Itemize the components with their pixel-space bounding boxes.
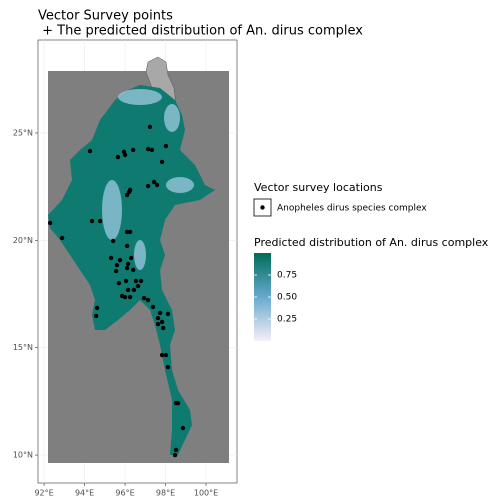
survey-point [145, 146, 151, 152]
light-patches [102, 89, 194, 270]
survey-point [155, 315, 161, 321]
survey-point [160, 325, 166, 331]
survey-point [147, 124, 153, 130]
survey-point [110, 238, 116, 244]
survey-point [149, 147, 155, 153]
y-tick-label: 15°N [13, 343, 33, 352]
legend-title: Vector survey locations [254, 181, 383, 194]
survey-point [130, 147, 136, 153]
survey-point [59, 235, 65, 241]
survey-point [122, 152, 128, 158]
x-tick-label: 96°E [115, 489, 134, 498]
y-tick-label: 25°N [13, 128, 33, 137]
survey-point [93, 313, 99, 319]
survey-point [155, 321, 161, 327]
survey-point [125, 261, 131, 267]
survey-point [145, 183, 151, 189]
colorbar-tick-label: 0.50 [277, 293, 297, 303]
survey-point [138, 278, 144, 284]
x-tick-label: 92°E [34, 489, 53, 498]
y-tick-label: 20°N [13, 236, 33, 245]
survey-point [141, 295, 147, 301]
survey-point [47, 220, 53, 226]
survey-point [159, 352, 165, 358]
survey-point [157, 310, 163, 316]
chart-subtitle: + The predicted distribution of An. diru… [38, 24, 363, 39]
y-tick-label: 10°N [13, 451, 33, 460]
chart-title: Vector Survey points [38, 9, 173, 24]
survey-point [151, 179, 157, 185]
survey-point [159, 159, 165, 165]
colorbar-tick-label: 0.25 [277, 315, 297, 325]
survey-point [135, 283, 141, 289]
survey-point [128, 255, 134, 261]
x-tick-label: 94°E [75, 489, 94, 498]
survey-point [114, 262, 120, 268]
x-tick-label: 100°E [194, 489, 218, 498]
survey-point [113, 268, 119, 274]
survey-point [159, 319, 165, 325]
survey-point [175, 400, 181, 406]
survey-point [127, 229, 133, 235]
survey-point [173, 447, 179, 453]
survey-point [154, 182, 160, 188]
survey-point [94, 305, 100, 311]
survey-point [150, 304, 156, 310]
colorbar-title: Predicted distribution of An. dirus comp… [254, 236, 489, 249]
colorbar-tick-label: 0.75 [277, 271, 297, 281]
colorbar [254, 253, 271, 341]
survey-point [145, 297, 151, 303]
survey-point [131, 287, 137, 293]
survey-point [97, 218, 103, 224]
survey-point [117, 257, 123, 263]
survey-point [124, 229, 130, 235]
survey-point [127, 294, 133, 300]
survey-point [89, 218, 95, 224]
survey-point [115, 154, 121, 160]
survey-point [87, 148, 93, 154]
survey-point [180, 425, 186, 431]
survey-point [165, 364, 171, 370]
survey-point [123, 278, 129, 284]
survey-point [172, 452, 178, 458]
x-tick-label: 98°E [156, 489, 175, 498]
survey-point [126, 189, 132, 195]
survey-point [124, 265, 130, 271]
survey-point [124, 243, 130, 249]
survey-point [165, 311, 171, 317]
survey-point [116, 280, 122, 286]
survey-point [108, 255, 114, 261]
survey-point [163, 143, 169, 149]
survey-point [130, 267, 136, 273]
legend-point [260, 205, 265, 210]
survey-point [133, 278, 139, 284]
legend-label: Anopheles dirus species complex [277, 204, 427, 214]
survey-point [122, 294, 128, 300]
survey-point [163, 352, 169, 358]
survey-point [125, 287, 131, 293]
